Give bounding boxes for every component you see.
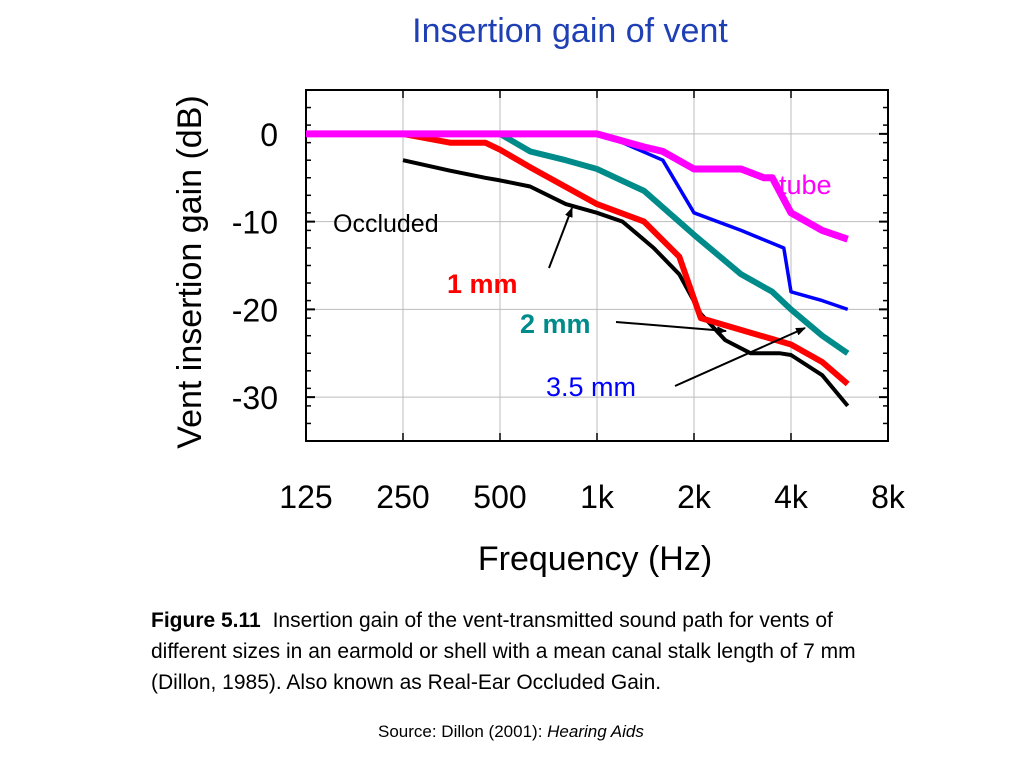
series-line-tube xyxy=(306,130,849,243)
annotation-2-mm: 2 mm xyxy=(520,309,591,339)
x-tick-label: 1k xyxy=(580,479,615,515)
arrow-3-5mm xyxy=(674,327,806,387)
source-title: Hearing Aids xyxy=(547,722,644,741)
annotation-tube: tube xyxy=(779,170,832,200)
chart-title: Insertion gain of vent xyxy=(412,12,728,50)
x-tick-label: 250 xyxy=(376,479,429,515)
arrow-2mm xyxy=(615,321,727,335)
annotation-3-5-mm: 3.5 mm xyxy=(546,372,636,402)
plot-frame xyxy=(305,89,889,442)
source-citation: Source: Dillon (2001): Hearing Aids xyxy=(378,722,644,742)
source-prefix: Source: Dillon (2001): xyxy=(378,722,548,741)
y-tick-label: 0 xyxy=(260,117,278,153)
arrow-1mm xyxy=(548,207,573,269)
x-tick-label: 125 xyxy=(279,479,332,515)
x-tick-label: 4k xyxy=(774,479,809,515)
y-tick-label: -10 xyxy=(232,205,278,241)
annotation-occluded: Occluded xyxy=(333,210,439,238)
x-tick-label: 2k xyxy=(677,479,712,515)
y-tick-label: -30 xyxy=(232,380,278,416)
x-axis-label: Frequency (Hz) xyxy=(477,540,713,578)
series-line-2-mm xyxy=(306,130,850,356)
figure-caption: Figure 5.11 Insertion gain of the vent-t… xyxy=(151,605,911,698)
series-line-1-mm xyxy=(306,130,850,387)
annotation-1-mm: 1 mm xyxy=(447,269,518,299)
x-tick-label: 8k xyxy=(871,479,906,515)
caption-figure-label: Figure 5.11 xyxy=(151,609,261,632)
x-tick-label: 500 xyxy=(473,479,526,515)
chart-plot: 125 250 500 1k 2k 4k 8k 0 -10 -20 -30 Occluded 1 mm2… xyxy=(232,89,906,515)
series-line-occluded xyxy=(402,158,850,408)
y-tick-label: -20 xyxy=(232,292,278,328)
caption-text: Insertion gain of the vent-transmitted s… xyxy=(151,609,856,694)
